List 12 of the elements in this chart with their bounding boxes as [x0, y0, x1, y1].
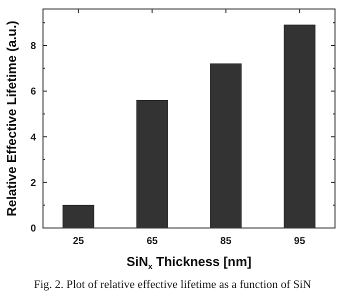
caption: Fig. 2. Plot of relative effective lifetime as a function of SiN — [34, 279, 312, 291]
x-tick-label: 65 — [146, 236, 158, 247]
y-tick-label: 2 — [30, 178, 36, 189]
x-tick-label: 85 — [220, 236, 232, 247]
y-tick-label: 6 — [30, 86, 36, 98]
y-tick-label: 4 — [30, 132, 36, 144]
x-tick-label: 95 — [294, 236, 306, 247]
y-axis-title: Relative Effective Lifetime (a.u.) — [4, 20, 19, 216]
x-tick-label: 25 — [72, 236, 84, 247]
y-tick-label: 8 — [30, 41, 36, 52]
y-tick-label: 0 — [30, 224, 36, 234]
x-axis-title: SiN$_{x}$ Thickness [nm] — [126, 254, 252, 272]
